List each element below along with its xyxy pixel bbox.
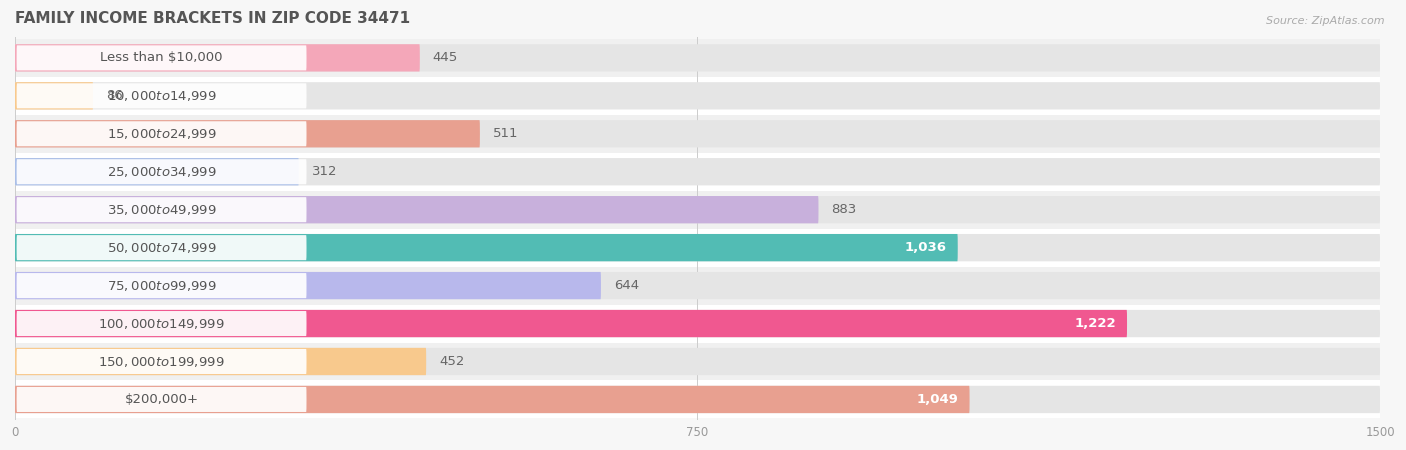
Text: $100,000 to $149,999: $100,000 to $149,999 <box>98 316 225 331</box>
FancyBboxPatch shape <box>15 158 299 185</box>
Text: 86: 86 <box>105 90 122 102</box>
Text: $10,000 to $14,999: $10,000 to $14,999 <box>107 89 217 103</box>
Text: 883: 883 <box>831 203 856 216</box>
Text: 1,222: 1,222 <box>1074 317 1116 330</box>
FancyBboxPatch shape <box>15 234 957 261</box>
FancyBboxPatch shape <box>15 310 1128 337</box>
Text: 1,049: 1,049 <box>917 393 959 406</box>
FancyBboxPatch shape <box>17 311 307 336</box>
FancyBboxPatch shape <box>15 348 426 375</box>
FancyBboxPatch shape <box>17 159 307 184</box>
FancyBboxPatch shape <box>17 121 307 146</box>
FancyBboxPatch shape <box>15 272 1381 299</box>
FancyBboxPatch shape <box>15 82 1381 109</box>
FancyBboxPatch shape <box>6 266 1389 305</box>
FancyBboxPatch shape <box>6 115 1389 153</box>
FancyBboxPatch shape <box>15 82 93 109</box>
FancyBboxPatch shape <box>6 39 1389 77</box>
Text: 644: 644 <box>613 279 638 292</box>
FancyBboxPatch shape <box>17 273 307 298</box>
FancyBboxPatch shape <box>15 348 1381 375</box>
FancyBboxPatch shape <box>15 120 479 148</box>
Text: Source: ZipAtlas.com: Source: ZipAtlas.com <box>1267 16 1385 26</box>
Text: $50,000 to $74,999: $50,000 to $74,999 <box>107 241 217 255</box>
FancyBboxPatch shape <box>15 310 1381 337</box>
Text: $200,000+: $200,000+ <box>125 393 198 406</box>
Text: 511: 511 <box>492 127 519 140</box>
FancyBboxPatch shape <box>17 235 307 260</box>
FancyBboxPatch shape <box>6 342 1389 381</box>
Text: $15,000 to $24,999: $15,000 to $24,999 <box>107 127 217 141</box>
Text: 312: 312 <box>312 165 337 178</box>
FancyBboxPatch shape <box>15 44 1381 72</box>
FancyBboxPatch shape <box>15 120 1381 148</box>
FancyBboxPatch shape <box>6 191 1389 229</box>
Text: Less than $10,000: Less than $10,000 <box>100 51 222 64</box>
Text: FAMILY INCOME BRACKETS IN ZIP CODE 34471: FAMILY INCOME BRACKETS IN ZIP CODE 34471 <box>15 11 411 26</box>
Text: 452: 452 <box>439 355 464 368</box>
Text: 1,036: 1,036 <box>905 241 946 254</box>
Text: $75,000 to $99,999: $75,000 to $99,999 <box>107 279 217 292</box>
Text: $150,000 to $199,999: $150,000 to $199,999 <box>98 355 225 369</box>
FancyBboxPatch shape <box>15 158 1381 185</box>
FancyBboxPatch shape <box>15 196 1381 223</box>
FancyBboxPatch shape <box>6 305 1389 342</box>
FancyBboxPatch shape <box>17 197 307 222</box>
FancyBboxPatch shape <box>15 234 1381 261</box>
FancyBboxPatch shape <box>17 387 307 412</box>
FancyBboxPatch shape <box>15 272 600 299</box>
FancyBboxPatch shape <box>17 45 307 70</box>
FancyBboxPatch shape <box>6 77 1389 115</box>
Text: 445: 445 <box>433 51 458 64</box>
FancyBboxPatch shape <box>15 44 420 72</box>
Text: $25,000 to $34,999: $25,000 to $34,999 <box>107 165 217 179</box>
FancyBboxPatch shape <box>6 229 1389 266</box>
FancyBboxPatch shape <box>17 349 307 374</box>
Text: $35,000 to $49,999: $35,000 to $49,999 <box>107 202 217 217</box>
FancyBboxPatch shape <box>15 386 970 413</box>
FancyBboxPatch shape <box>15 386 1381 413</box>
FancyBboxPatch shape <box>6 153 1389 191</box>
FancyBboxPatch shape <box>6 381 1389 418</box>
FancyBboxPatch shape <box>17 83 307 108</box>
FancyBboxPatch shape <box>15 196 818 223</box>
